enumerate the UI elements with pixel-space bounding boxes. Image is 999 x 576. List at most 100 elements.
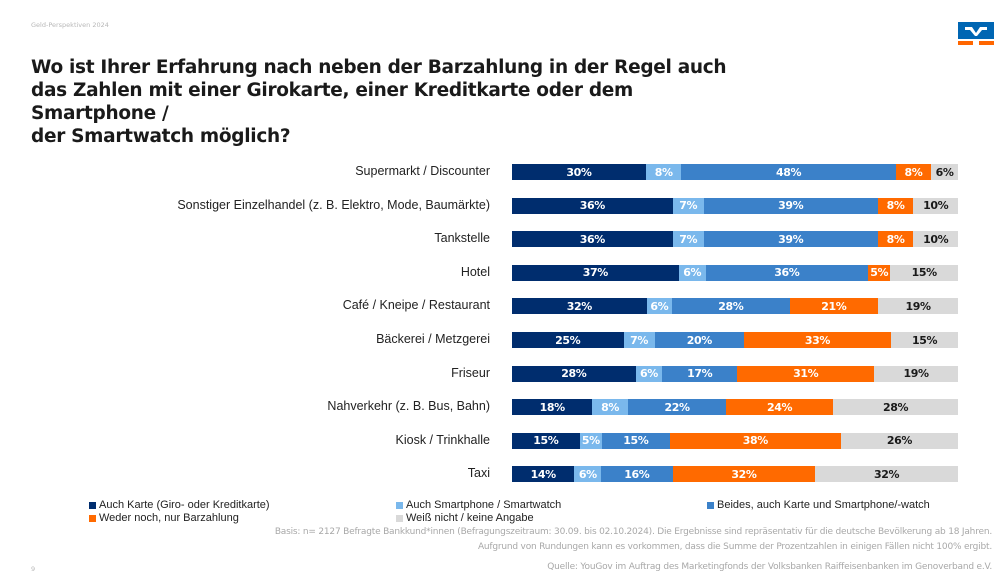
category-label: Nahverkehr (z. B. Bus, Bahn) [327,399,490,414]
data-label: 5% [581,434,600,448]
legend-item: Auch Smartphone / Smartwatch [396,499,561,511]
data-label: 7% [679,232,698,246]
category-label: Bäckerei / Metzgerei [376,332,490,346]
legend-item: Weiß nicht / keine Angabe [396,512,534,524]
bar-segment: 36% [512,197,673,214]
bar-segment: 32% [512,298,647,315]
data-label: 6% [683,266,702,280]
bar-segment: 7% [672,231,704,248]
page-number: 9 [31,565,36,573]
bar-segment: 10% [913,197,958,214]
bank-logo-icon [958,22,994,45]
data-label: 32% [566,299,593,313]
bar-segment: 6% [931,164,958,180]
bar-segment: 38% [669,432,841,449]
data-label: 25% [555,333,581,347]
bar-segment: 28% [512,365,636,382]
data-label: 15% [911,266,938,280]
data-label: 14% [530,467,557,481]
bar-segment: 8% [645,164,682,180]
logo-mark [965,27,987,36]
category-label: Sonstiger Einzelhandel (z. B. Elektro, M… [177,197,490,212]
bar-segment: 6% [574,466,602,483]
data-label: 6% [578,467,597,481]
bar-segment: 8% [895,164,932,180]
data-label: 38% [742,434,769,448]
data-label: 15% [533,434,559,448]
data-label: 28% [561,367,587,381]
data-label: 22% [664,400,690,414]
data-label: 19% [905,299,931,313]
bar-segment: 10% [913,231,958,248]
data-label: 48% [775,165,802,179]
data-label: 28% [718,299,744,313]
bar-segment: 15% [891,332,958,348]
data-label: 39% [778,199,804,213]
data-label: 6% [935,165,954,179]
data-label: 16% [624,467,650,481]
bar-segment: 33% [743,332,892,348]
bar-segment: 18% [512,399,593,416]
data-label: 8% [886,232,905,246]
data-label: 21% [821,299,847,313]
chart-title: Wo ist Ihrer Erfahrung nach neben der Ba… [31,56,751,148]
category-label: Tankstelle [434,231,490,246]
bar-segment: 7% [672,197,704,214]
bar-segment: 19% [878,298,958,315]
bar-segment: 19% [874,365,958,382]
chart-title-line: der Smartwatch möglich? [31,126,291,147]
bar-segment: 39% [703,231,878,248]
legend-item: Beides, auch Karte und Smartphone/-watch [707,499,930,511]
bar-segment: 21% [789,298,879,315]
data-label: 20% [686,333,713,347]
data-label: 24% [767,400,793,414]
bar-segment: 48% [681,164,896,180]
bar-segment: 8% [877,197,914,214]
category-label: Friseur [451,365,490,380]
category-label: Hotel [460,264,490,279]
bar-segment: 17% [662,365,738,382]
chart-title-line: Wo ist Ihrer Erfahrung nach neben der Ba… [31,57,727,78]
bar-segment: 36% [512,231,673,248]
bar-segment: 32% [672,466,816,483]
legend-label: Weder noch, nur Barzahlung [99,512,239,524]
category-label: Taxi [467,466,490,481]
bar-segment: 6% [646,298,672,315]
category-label: Supermarkt / Discounter [355,164,490,178]
legend-swatch [396,514,403,522]
bar-segment: 22% [627,399,727,416]
bar-segment: 6% [678,264,706,281]
data-label: 26% [886,434,913,448]
logo-orange-bar-right [979,41,994,45]
data-label: 28% [882,400,909,414]
legend-label: Beides, auch Karte und Smartphone/-watch [717,499,930,511]
bar-segment: 5% [579,432,603,449]
bar-segment: 5% [867,264,891,281]
data-label: 33% [804,333,831,347]
data-label: 6% [639,367,658,381]
data-label: 7% [630,333,649,347]
bar-segment: 37% [512,264,679,281]
data-label: 8% [601,400,620,414]
bar-segment: 25% [512,332,624,348]
bar-segment: 8% [592,399,628,416]
data-label: 37% [582,266,609,280]
bar-segment: 15% [512,432,580,449]
bar-segment: 7% [623,332,655,348]
bar-segment: 15% [890,264,958,281]
data-label: 36% [579,199,606,213]
legend-item: Auch Karte (Giro- oder Kreditkarte) [89,499,270,511]
logo-blue-square [958,22,994,39]
bar-segment: 24% [726,399,834,416]
logo-orange-bar-left [958,41,973,45]
footnote-rounding: Aufgrund von Rundungen kann es vorkommen… [477,542,992,552]
data-label: 32% [874,467,900,481]
data-label: 15% [911,333,938,347]
bar-segment: 32% [815,466,958,483]
data-label: 15% [623,434,649,448]
data-label: 36% [774,266,800,280]
footnote-source: Quelle: YouGov im Auftrag des Marketingf… [547,562,992,572]
bar-segment: 14% [512,466,575,483]
legend-swatch [89,501,96,509]
category-label: Café / Kneipe / Restaurant [342,298,490,313]
